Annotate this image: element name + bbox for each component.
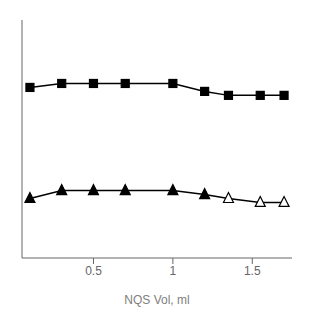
svg-text:1.5: 1.5	[244, 264, 261, 278]
svg-text:1: 1	[170, 264, 177, 278]
svg-text:0.5: 0.5	[85, 264, 102, 278]
svg-text:NQS Vol, ml: NQS Vol, ml	[124, 293, 189, 307]
